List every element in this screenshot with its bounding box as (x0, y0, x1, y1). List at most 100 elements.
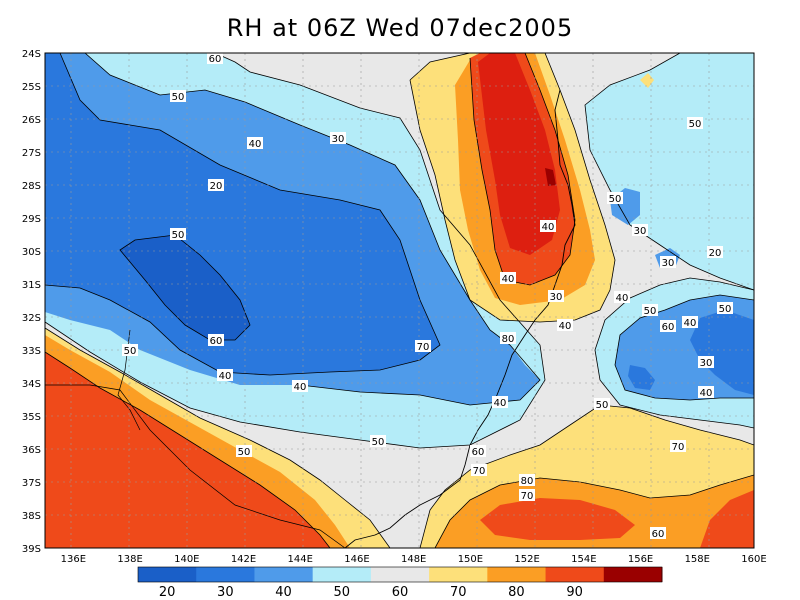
colorbar-label: 60 (392, 585, 409, 600)
svg-text:50: 50 (124, 346, 137, 357)
y-tick-label: 37S (22, 478, 41, 489)
x-tick-label: 152E (514, 554, 539, 565)
x-tick-label: 156E (628, 554, 653, 565)
border-lines (45, 329, 346, 548)
contour-label: 50 (236, 445, 252, 458)
svg-text:50: 50 (172, 230, 185, 241)
contour-label: 30 (632, 224, 648, 237)
rh-band-90-100-sw (45, 352, 330, 548)
colorbar: 20 30 40 50 60 70 80 90 (137, 566, 663, 600)
colorbar-swatch (370, 567, 430, 582)
contour-label: 50 (687, 117, 703, 130)
x-tick-label: 140E (174, 554, 199, 565)
rh-band-20-30-west (120, 235, 250, 340)
x-tick-label: 148E (401, 554, 426, 565)
contour-label: 40 (292, 380, 308, 393)
rh-band-70-80-patch (640, 73, 654, 88)
svg-text:60: 60 (662, 322, 675, 333)
y-tick-label: 36S (22, 445, 41, 456)
contour-label: 60 (660, 320, 676, 333)
contour-label: 20 (208, 179, 224, 192)
svg-text:40: 40 (219, 371, 232, 382)
plot-frame (44, 52, 755, 549)
x-tick-label: 160E (741, 554, 766, 565)
y-tick-labels: 24S 25S 26S 27S 28S 29S 30S 31S 32S 33S 34S 35S 36S 3… (22, 49, 41, 555)
contour-label: 40 (217, 369, 233, 382)
svg-text:40: 40 (684, 318, 697, 329)
x-tick-label: 158E (685, 554, 710, 565)
svg-text:50: 50 (644, 306, 657, 317)
colorbar-swatch (545, 567, 605, 582)
contour-label: 60 (207, 52, 223, 65)
svg-text:50: 50 (596, 400, 609, 411)
contour-label: 20 (707, 246, 723, 259)
contour-label: 70 (415, 340, 431, 353)
contour-label: 40 (492, 396, 508, 409)
contour-label: 30 (698, 356, 714, 369)
x-tick-label: 146E (344, 554, 369, 565)
svg-text:50: 50 (172, 92, 185, 103)
colorbar-label: 80 (508, 585, 525, 600)
svg-text:70: 70 (521, 491, 534, 502)
svg-text:40: 40 (494, 398, 507, 409)
contour-label: 80 (519, 474, 535, 487)
contour-label: 50 (170, 90, 186, 103)
contour-label: 60 (470, 445, 486, 458)
colorbar-swatch (603, 567, 663, 582)
svg-text:50: 50 (238, 447, 251, 458)
contour-label: 70 (670, 440, 686, 453)
rh-band-30-40-east2 (628, 365, 655, 390)
y-tick-label: 27S (22, 148, 41, 159)
svg-text:30: 30 (550, 292, 563, 303)
rh-band-30-40-west (45, 53, 440, 375)
y-tick-label: 29S (22, 214, 41, 225)
y-tick-label: 26S (22, 115, 41, 126)
colorbar-swatch (487, 567, 547, 582)
svg-text:40: 40 (249, 139, 262, 150)
contour-label: 70 (519, 489, 535, 502)
rh-band-90-100-se (480, 498, 635, 540)
colorbar-frame (137, 566, 663, 583)
colorbar-label: 90 (566, 585, 583, 600)
svg-text:60: 60 (472, 447, 485, 458)
contour-label: 40 (557, 319, 573, 332)
x-tick-label: 144E (288, 554, 313, 565)
svg-text:50: 50 (719, 304, 732, 315)
contour-label: 40 (540, 220, 556, 233)
y-tick-label: 35S (22, 412, 41, 423)
rh-band-max-ne (545, 168, 556, 186)
x-tick-labels: 136E 138E 140E 142E 144E 146E 148E 150E 152E 154E… (61, 554, 767, 565)
y-tick-label: 25S (22, 82, 41, 93)
contour-label: 50 (370, 435, 386, 448)
contour-label: 60 (650, 527, 666, 540)
svg-text:60: 60 (652, 529, 665, 540)
svg-text:30: 30 (634, 226, 647, 237)
contour-label: 40 (698, 386, 714, 399)
rh-band-30-40-east (690, 310, 754, 395)
x-tick-label: 136E (61, 554, 86, 565)
svg-text:20: 20 (210, 181, 223, 192)
y-tick-label: 30S (22, 247, 41, 258)
svg-text:60: 60 (209, 54, 222, 65)
contour-label: 40 (614, 291, 630, 304)
y-tick-label: 38S (22, 511, 41, 522)
contour-label: 40 (500, 272, 516, 285)
contour-label: 50 (170, 228, 186, 241)
coastline (344, 89, 576, 548)
svg-text:70: 70 (473, 466, 486, 477)
svg-text:40: 40 (542, 222, 555, 233)
y-tick-label: 33S (22, 346, 41, 357)
colorbar-swatch (196, 567, 255, 582)
colorbar-swatch (312, 567, 372, 582)
svg-text:50: 50 (689, 119, 702, 130)
svg-text:20: 20 (709, 248, 722, 259)
contour-label: 70 (471, 464, 487, 477)
contour-label: 80 (500, 332, 516, 345)
svg-text:30: 30 (700, 358, 713, 369)
y-tick-label: 24S (22, 49, 41, 60)
svg-text:40: 40 (294, 382, 307, 393)
colorbar-swatch (429, 567, 488, 582)
svg-text:30: 30 (662, 258, 675, 269)
x-tick-label: 138E (117, 554, 142, 565)
contour-labels: 60 50 40 30 20 50 50 30 20 30 40 30 40 50 60 40 80 70 60 50… (122, 52, 733, 540)
